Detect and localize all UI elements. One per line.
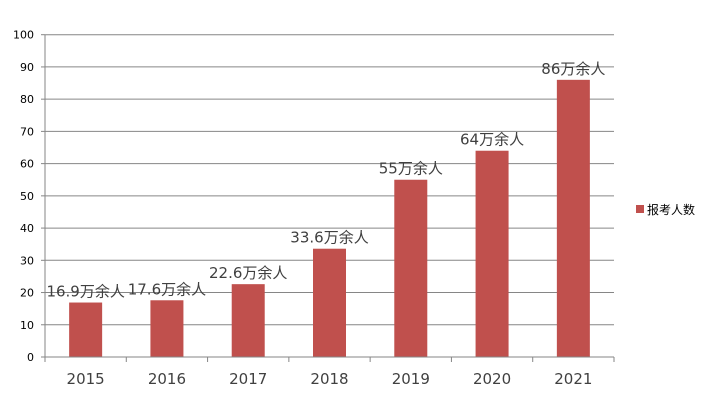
y-tick-label: 70 bbox=[20, 125, 34, 138]
legend: 报考人数 bbox=[636, 202, 695, 217]
y-tick-label: 40 bbox=[20, 222, 34, 235]
data-label: 64万余人 bbox=[460, 131, 524, 149]
y-tick-label: 20 bbox=[20, 287, 34, 300]
legend-label: 报考人数 bbox=[647, 202, 695, 217]
data-label: 55万余人 bbox=[379, 160, 443, 178]
y-tick-label: 0 bbox=[27, 351, 34, 364]
data-label: 16.9万余人 bbox=[46, 283, 124, 301]
bar-2015 bbox=[69, 302, 103, 357]
y-tick-label: 10 bbox=[20, 319, 34, 332]
gridlines bbox=[45, 34, 614, 326]
bar-2020 bbox=[475, 150, 509, 357]
bars bbox=[69, 79, 590, 358]
x-tick-label: 2018 bbox=[310, 370, 348, 388]
y-tick-label: 90 bbox=[20, 61, 34, 74]
legend-swatch bbox=[636, 205, 644, 213]
data-label: 86万余人 bbox=[541, 60, 605, 78]
y-tick-label: 80 bbox=[20, 93, 34, 106]
bar-2016 bbox=[150, 300, 184, 357]
bar-2017 bbox=[231, 284, 265, 357]
y-tick-label: 50 bbox=[20, 190, 34, 203]
y-tick-label: 60 bbox=[20, 158, 34, 171]
data-label: 17.6万余人 bbox=[128, 280, 206, 298]
x-axis-ticks: 2015 2016 2017 2018 2019 2020 2021 bbox=[67, 370, 593, 388]
x-tick-label: 2020 bbox=[473, 370, 511, 388]
x-tick-label: 2017 bbox=[229, 370, 267, 388]
x-tick-label: 2016 bbox=[148, 370, 186, 388]
bar-2021 bbox=[556, 79, 590, 358]
x-tick-label: 2021 bbox=[554, 370, 592, 388]
bar-2019 bbox=[394, 179, 428, 357]
data-label: 22.6万余人 bbox=[209, 264, 287, 282]
data-label: 33.6万余人 bbox=[290, 229, 368, 247]
axes bbox=[44, 34, 615, 362]
x-tick-label: 2015 bbox=[67, 370, 105, 388]
bar-2018 bbox=[313, 248, 346, 357]
x-tick-label: 2019 bbox=[392, 370, 430, 388]
y-tick-label: 100 bbox=[13, 29, 34, 42]
y-tick-label: 30 bbox=[20, 254, 34, 267]
y-axis-ticks: 0 10 20 30 40 50 60 70 80 90 100 bbox=[13, 29, 45, 364]
